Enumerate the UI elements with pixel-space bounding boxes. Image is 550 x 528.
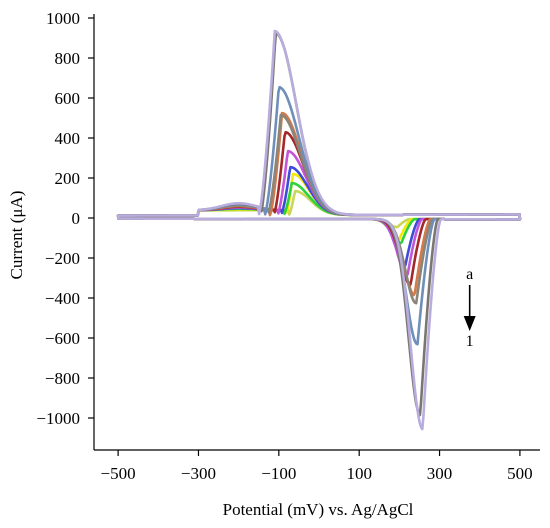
x-tick-label: −100 [261,464,296,483]
y-tick-label: 1000 [46,9,80,28]
y-tick-label: −400 [45,289,80,308]
annotation-label-a: a [466,266,473,283]
cv-curve-11 [116,29,522,431]
trend-annotation: a 1 [463,266,476,350]
y-tick-label: 600 [55,89,81,108]
y-tick-label: −800 [45,369,80,388]
voltammogram-curves [116,29,522,431]
annotation-label-1: 1 [466,333,474,350]
cv-curve-10 [116,31,522,417]
y-tick-label: −200 [45,249,80,268]
y-tick-label: −600 [45,329,80,348]
y-tick-label: 400 [55,129,81,148]
annotation-arrowhead [463,316,476,331]
y-axis-title: Current (μA) [7,191,26,280]
axes [93,14,540,451]
x-tick-label: −500 [101,464,136,483]
x-tick-label: 500 [507,464,533,483]
y-tick-label: 0 [72,209,81,228]
x-tick-label: −300 [181,464,216,483]
y-tick-label: 800 [55,49,81,68]
y-tick-label: −1000 [36,409,80,428]
y-tick-label: 200 [55,169,81,188]
x-tick-label: 100 [346,464,372,483]
x-tick-label: 300 [427,464,453,483]
x-axis-title: Potential (mV) vs. Ag/AgCl [223,500,414,519]
y-ticks: 1000 800 600 400 200 0 −200 −400 −600 −800 −1000 [36,9,94,428]
x-ticks: −500 −300 −100 100 300 500 [101,450,533,483]
